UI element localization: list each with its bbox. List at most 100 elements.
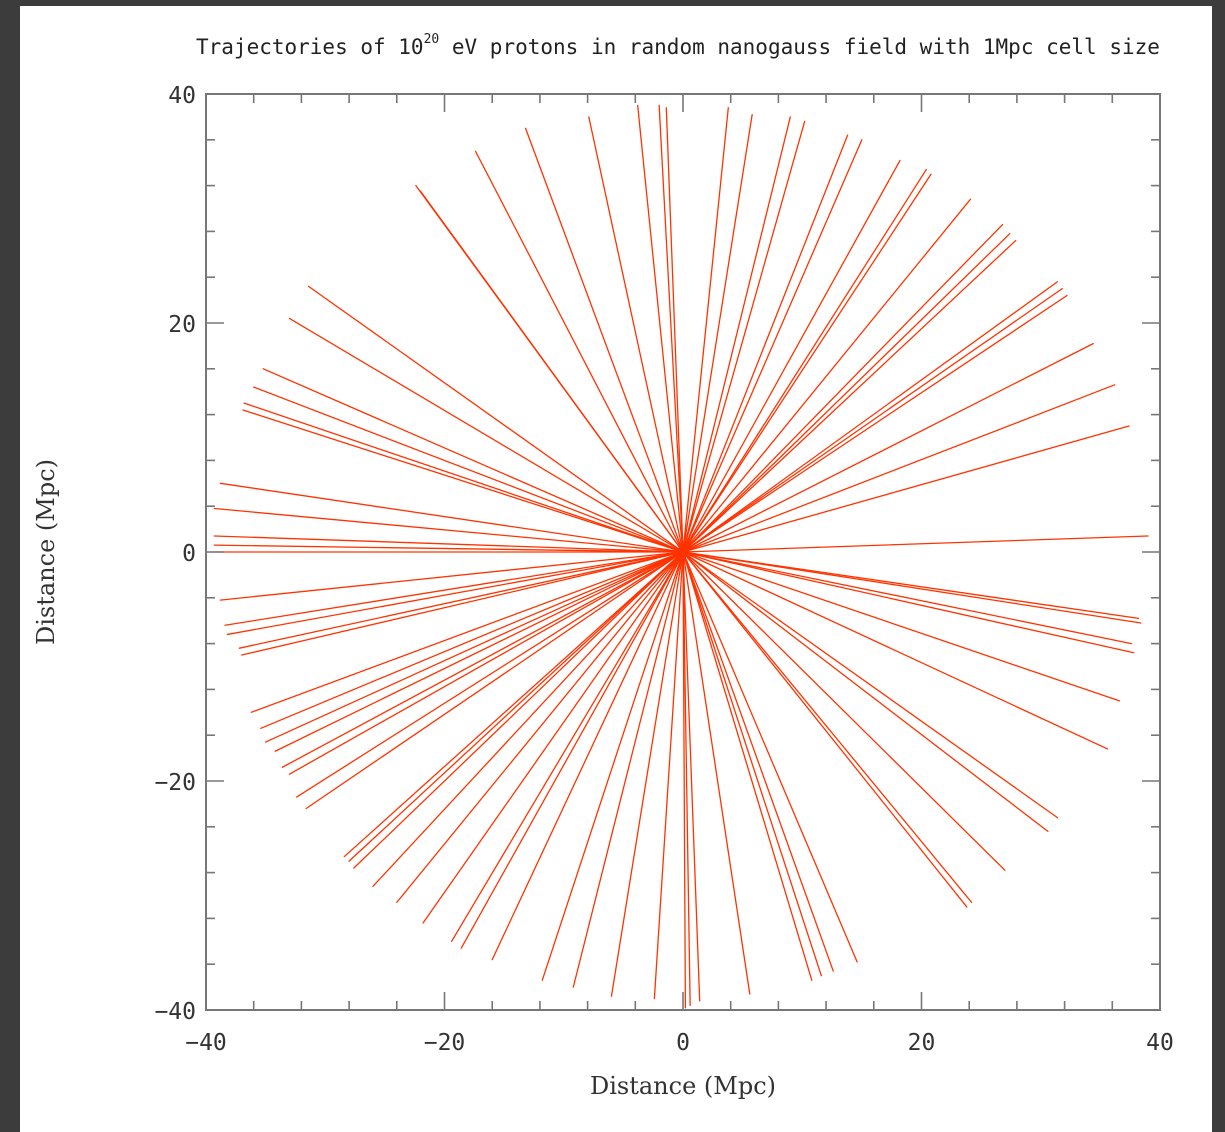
x-tick-label: −20 — [424, 1030, 466, 1056]
trajectory-line — [307, 285, 684, 553]
trajectory-line — [226, 551, 684, 636]
trajectory-line — [219, 551, 684, 601]
plot-frame — [205, 93, 1161, 1011]
trajectory-line — [460, 551, 684, 949]
trajectory-line — [682, 223, 1004, 553]
trajectory-line — [682, 551, 701, 1002]
trajectory-line — [491, 551, 684, 961]
trajectory-lines — [210, 104, 1149, 1009]
trajectory-line — [665, 107, 684, 553]
trajectory-line — [242, 409, 684, 553]
trajectory-line — [682, 294, 1068, 553]
trajectory-line — [682, 134, 849, 553]
origin-point — [677, 546, 689, 558]
chart-title-superscript: 20 — [424, 32, 440, 47]
trajectory-line — [682, 551, 1121, 702]
trajectory-line — [682, 113, 753, 553]
trajectory-line — [281, 551, 684, 768]
trajectory-line — [419, 190, 684, 553]
x-tick-label: −40 — [185, 1030, 227, 1056]
trajectory-line — [682, 551, 751, 995]
chart-title-main: Trajectories of 10 — [196, 35, 424, 59]
x-tick-label: 0 — [676, 1030, 690, 1056]
trajectory-line — [682, 159, 901, 553]
trajectory-line — [682, 139, 863, 553]
y-tick-label: −20 — [154, 770, 196, 796]
tick-labels: −40 −20 0 20 40 −40 −20 0 20 40 — [154, 83, 1173, 1056]
trajectory-line — [224, 551, 684, 626]
trajectory-line — [658, 104, 684, 553]
chart-title: Trajectories of 1020 eV protons in rando… — [196, 32, 1160, 59]
trajectory-line — [653, 551, 684, 1000]
trajectory-line — [250, 551, 684, 713]
trajectory-line — [637, 104, 684, 553]
trajectory-line — [610, 551, 684, 997]
trajectory-line — [396, 551, 684, 904]
trajectory-line — [348, 551, 684, 862]
trajectory-line — [260, 551, 684, 729]
trajectory-line — [219, 482, 684, 553]
trajectory-line — [682, 551, 1006, 871]
trajectory-line — [474, 150, 684, 553]
trajectory-line — [682, 198, 972, 553]
trajectory-line — [682, 120, 806, 553]
trajectory-line — [682, 551, 1135, 654]
trajectory-line — [264, 551, 684, 743]
trajectory-line — [682, 551, 973, 904]
trajectory-line — [372, 551, 684, 887]
trajectory-line — [213, 507, 684, 553]
trajectory-line — [682, 551, 834, 972]
trajectory-line — [682, 342, 1094, 553]
trajectory-line — [451, 551, 684, 942]
trajectory-line — [682, 551, 858, 963]
trajectory-line — [682, 287, 1063, 553]
trajectory-line — [682, 168, 927, 553]
trajectory-line — [588, 116, 684, 553]
chart-title-rest: eV protons in random nanogauss field wit… — [439, 35, 1160, 59]
trajectory-line — [682, 239, 1017, 553]
x-tick-label: 20 — [908, 1030, 936, 1056]
trajectory-line — [682, 551, 822, 977]
y-tick-label: 40 — [168, 83, 196, 109]
trajectory-line — [682, 551, 1049, 833]
trajectory-line — [682, 551, 1140, 620]
chart-svg: Trajectories of 1020 eV protons in rando… — [32, 32, 1174, 1100]
trajectory-line — [682, 116, 791, 553]
trajectory-line — [682, 233, 1011, 553]
y-axis-label: Distance (Mpc) — [32, 459, 60, 645]
trajectory-line — [305, 551, 684, 810]
trajectory-line — [682, 551, 687, 1009]
trajectory-line — [682, 535, 1149, 553]
y-tick-label: 20 — [168, 312, 196, 338]
trajectory-line — [213, 535, 684, 553]
trajectory-line — [572, 551, 684, 988]
trajectory-line — [243, 402, 684, 553]
trajectory-line — [682, 551, 1059, 819]
y-tick-label: −40 — [154, 999, 196, 1025]
x-tick-label: 40 — [1146, 1030, 1174, 1056]
trajectory-line — [682, 173, 932, 553]
trajectory-line — [353, 551, 684, 869]
trajectory-line — [682, 425, 1130, 553]
trajectory-line — [253, 386, 684, 553]
trajectory-line — [682, 551, 1133, 645]
trajectory-line — [262, 368, 684, 553]
trajectory-line — [682, 107, 729, 553]
trajectory-line — [343, 551, 684, 858]
trajectory-line — [238, 551, 684, 649]
trajectory-line — [682, 551, 691, 1007]
trajectory-line — [682, 551, 1109, 750]
trajectory-line — [295, 551, 684, 798]
trajectory-line — [213, 544, 684, 553]
y-tick-label: 0 — [182, 541, 196, 567]
trajectory-line — [288, 317, 684, 553]
axis-ticks — [205, 93, 1161, 1011]
trajectory-line — [682, 551, 813, 981]
trajectory-line — [288, 551, 684, 775]
trajectory-line — [682, 551, 968, 908]
trajectory-line — [541, 551, 684, 981]
trajectory-line — [524, 127, 684, 553]
trajectory-line — [274, 551, 684, 752]
trajectory-line — [682, 281, 1059, 553]
x-axis-label: Distance (Mpc) — [590, 1072, 776, 1100]
